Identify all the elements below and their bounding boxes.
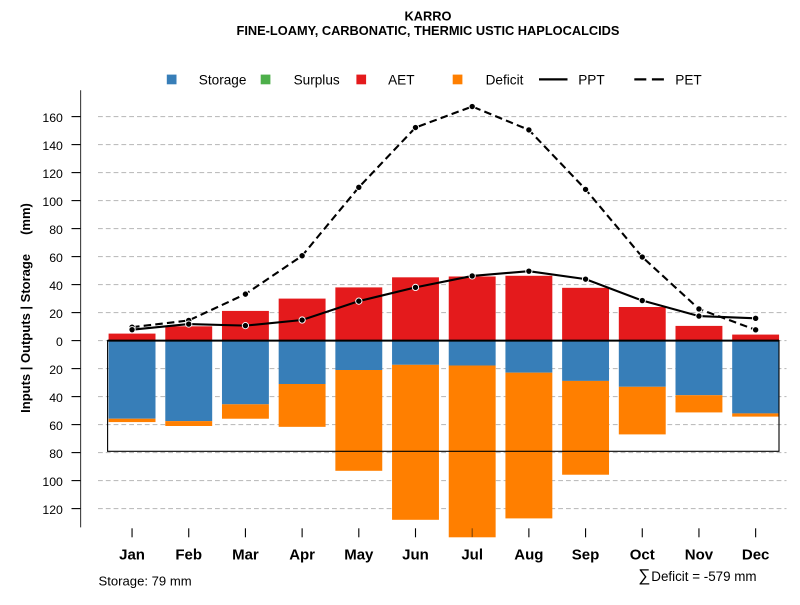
svg-text:40: 40 [49,391,63,405]
svg-text:PPT: PPT [578,72,604,87]
svg-text:80: 80 [49,447,63,461]
svg-text:PET: PET [675,72,701,87]
svg-text:Dec: Dec [742,546,770,563]
svg-text:140: 140 [42,139,63,153]
svg-text:40: 40 [49,279,63,293]
svg-text:Aug: Aug [514,546,543,563]
svg-text:Feb: Feb [175,546,202,563]
svg-text:60: 60 [49,251,63,265]
svg-text:Storage: 79 mm: Storage: 79 mm [99,574,192,589]
svg-text:Sep: Sep [572,546,600,563]
svg-text:∑: ∑ [638,566,650,585]
svg-text:60: 60 [49,419,63,433]
svg-text:May: May [344,546,374,563]
svg-text:Storage: Storage [199,72,247,87]
svg-text:20: 20 [49,307,63,321]
svg-text:160: 160 [42,111,63,125]
svg-text:100: 100 [42,195,63,209]
svg-text:Apr: Apr [289,546,315,563]
svg-text:KARRO: KARRO [405,9,452,24]
svg-text:Inputs | Outputs | Storage(mm): Inputs | Outputs | Storage(mm) [18,203,33,413]
svg-text:Deficit = -579 mm: Deficit = -579 mm [651,569,756,584]
svg-text:20: 20 [49,363,63,377]
svg-text:Surplus: Surplus [294,72,340,87]
svg-text:80: 80 [49,223,63,237]
svg-text:Jul: Jul [461,546,483,563]
svg-text:0: 0 [56,335,63,349]
svg-text:120: 120 [42,503,63,517]
svg-text:120: 120 [42,167,63,181]
svg-text:Oct: Oct [630,546,655,563]
svg-text:Jun: Jun [402,546,429,563]
svg-text:FINE-LOAMY, CARBONATIC, THERMI: FINE-LOAMY, CARBONATIC, THERMIC USTIC HA… [237,23,620,38]
svg-text:Mar: Mar [232,546,259,563]
svg-text:Jan: Jan [119,546,145,563]
svg-text:AET: AET [388,72,414,87]
svg-text:Nov: Nov [685,546,714,563]
svg-text:Deficit: Deficit [486,72,524,87]
svg-text:100: 100 [42,475,63,489]
